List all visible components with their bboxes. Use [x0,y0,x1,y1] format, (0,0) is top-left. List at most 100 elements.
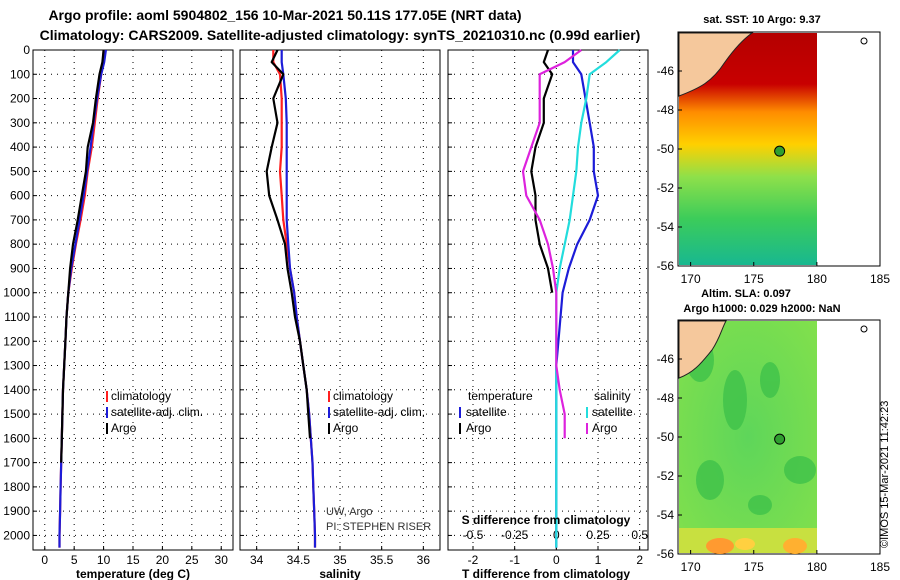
series-line-salinity-argo [521,49,582,439]
temperature-series [58,49,107,548]
legend-salinity-heading: salinity [594,389,631,403]
lat-tick-label: -48 [657,103,675,117]
sla-map-title: Altim. SLA: 0.097 [701,288,791,300]
lon-tick-label: 175 [744,272,764,286]
legend-mark-climatology [106,391,108,402]
sst-map-ticks: 170 175 180 185 -46 -48 -50 -52 -54 -56 [657,64,891,286]
legend-climatology: climatology [333,389,393,403]
depth-tick-label: 600 [10,189,30,203]
temperature-xlabel: temperature (deg C) [76,567,190,580]
x-tick-label: 34 [250,553,264,567]
salinity-panel: 34 34.5 35 35.5 36 salinity climatology sate… [239,49,441,580]
legend-mark-satellite [106,407,108,418]
temperature-grid [33,49,233,550]
lat-tick-label: -54 [657,220,675,234]
x-tick-label: -1 [509,553,520,567]
series-line-temperature-argo [530,49,554,293]
depth-tick-label: 1900 [3,504,30,518]
salinity-grid [240,49,440,550]
sla-map-ticks: 170 175 180 185 -46 -48 -50 -52 -54 -56 [657,352,891,574]
lon-tick-label: 180 [807,560,827,574]
sla-map-subtitle: Argo h1000: 0.029 h2000: NaN [683,303,840,315]
argo-position-marker [774,145,786,157]
salinity-xlabel: salinity [319,567,361,580]
lat-tick-label: -46 [657,352,675,366]
depth-tick-label: 100 [10,67,30,81]
difference-legend: temperature satellite Argo salinity sate… [459,389,633,435]
salinity-tick-labels: 34 34.5 35 35.5 36 [250,546,430,567]
sst-map-title: sat. SST: 10 Argo: 9.37 [703,14,821,26]
x-tick-label: 15 [126,553,140,567]
lat-tick-label: -54 [657,508,675,522]
legend-mark-s-satellite [586,407,588,418]
series-line-argo [60,49,105,463]
depth-tick-labels: 0 100 200 300 400 500 600 700 800 900 1000 1100 1200… [3,43,30,542]
legend-argo: Argo [111,421,137,435]
x-tick-label: 34.5 [287,553,311,567]
x-tick-label: -2 [468,553,479,567]
depth-tick-label: 1300 [3,359,30,373]
difference-panel: -2 -1 0 1 2 -0.5 -0.25 0 0.25 0.5 T difference f… [447,49,649,580]
legend-mark-t-satellite [459,407,461,418]
legend-mark-climatology [328,391,330,402]
island-marker [860,37,868,45]
legend-s-argo: Argo [592,421,618,435]
s-tick-label: -0.25 [501,528,529,542]
lat-tick-label: -46 [657,64,675,78]
temperature-panel: 0100200300400500600700800900100011001200… [3,43,234,580]
series-line-argo [265,49,312,439]
s-tick-label: 0.25 [586,528,610,542]
difference-frame [447,49,649,551]
credit-institution: UW, Argo [326,506,372,518]
lat-tick-label: -52 [657,469,675,483]
x-tick-label: 25 [185,553,199,567]
lat-tick-label: -50 [657,430,675,444]
x-tick-label: 0 [553,553,560,567]
argo-position-marker [774,433,786,445]
temperature-legend: climatology satellite-adj. clim. Argo [106,389,203,435]
difference-series [521,49,621,548]
depth-tick-label: 1400 [3,383,30,397]
title-line2: Climatology: CARS2009. Satellite-adjuste… [40,27,641,43]
depth-tick-label: 0 [23,43,30,57]
x-tick-label: 1 [595,553,602,567]
x-tick-label: 30 [215,553,229,567]
legend-climatology: climatology [111,389,171,403]
legend-satellite: satellite-adj. clim. [333,405,425,419]
legend-argo: Argo [333,421,359,435]
s-difference-tick-labels: -0.5 -0.25 0 0.25 0.5 [463,528,649,542]
depth-tick-label: 1800 [3,480,30,494]
legend-temperature-heading: temperature [468,389,533,403]
legend-mark-s-argo [586,423,588,434]
lat-tick-label: -52 [657,181,675,195]
legend-t-satellite: satellite [466,405,507,419]
series-line-temperature-satellite [555,50,600,548]
credit-pi: PI: STEPHEN RISER [326,521,431,533]
s-tick-label: -0.5 [463,528,484,542]
depth-tick-label: 400 [10,140,30,154]
legend-mark-satellite [328,407,330,418]
lat-tick-label: -56 [657,547,675,561]
difference-grid [448,49,648,550]
s-difference-xlabel: S difference from climatology [462,513,631,527]
sla-positive-band [679,528,817,554]
series-line-salinity-satellite [555,49,621,548]
depth-tick-label: 800 [10,237,30,251]
land-new-zealand [678,32,754,97]
x-tick-label: 0 [41,553,48,567]
lon-tick-label: 170 [681,560,701,574]
depth-tick-label: 1600 [3,431,30,445]
t-difference-tick-labels: -2 -1 0 1 2 [468,546,643,567]
depth-tick-label: 300 [10,116,30,130]
sst-map: sat. SST: 10 Argo: 9.37 170 175 180 185 -46 -… [657,14,891,286]
salinity-frame [239,49,441,551]
legend-mark-argo [106,423,108,434]
legend-s-satellite: satellite [592,405,633,419]
lon-tick-label: 185 [870,272,890,286]
series-line-climatology [58,49,105,548]
depth-tick-label: 900 [10,261,30,275]
x-tick-label: 2 [636,553,643,567]
series-line-satellite-adj-clim- [58,49,107,548]
depth-tick-label: 2000 [3,528,30,542]
